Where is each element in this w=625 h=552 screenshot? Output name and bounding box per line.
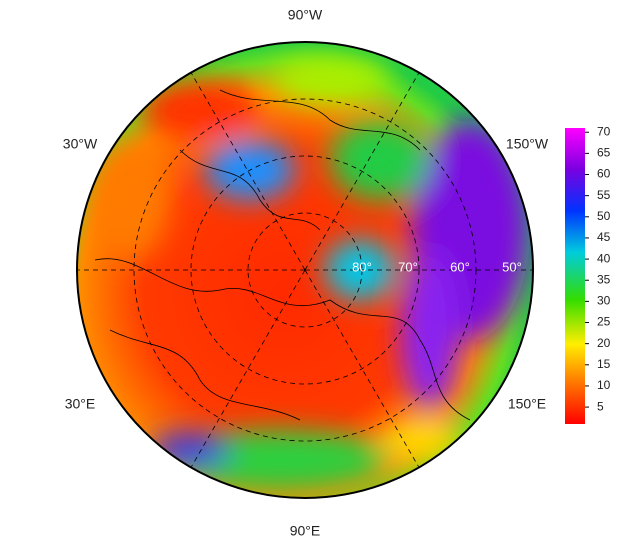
latitude-label: 60°	[450, 259, 470, 274]
longitude-label: 150°E	[508, 396, 546, 412]
longitude-label: 30°E	[65, 396, 96, 412]
colorbar-tick-label: 15	[597, 357, 611, 371]
meridian	[190, 72, 306, 271]
colorbar-tick-label: 45	[597, 230, 611, 244]
colorbar-tick-label: 10	[597, 378, 611, 392]
colorbar-tick-label: 40	[597, 251, 611, 265]
colorbar-tick-label: 30	[597, 294, 611, 308]
longitude-label: 90°E	[290, 523, 321, 539]
labels: 90°W 150°W 150°E 90°E 30°E 30°W 80° 70° 60° 50° 5 1…	[63, 7, 611, 539]
colorbar-tick-label: 60	[597, 167, 611, 181]
colorbar-tick-label: 70	[597, 124, 611, 138]
graticule	[77, 72, 533, 468]
latitude-label: 80°	[352, 259, 372, 274]
colorbar-tick-label: 55	[597, 188, 611, 202]
latitude-circle	[190, 155, 420, 385]
longitude-label: 150°W	[506, 136, 549, 152]
colorbar-tick-label: 65	[597, 146, 611, 160]
longitude-label: 90°W	[288, 7, 323, 23]
colorbar-tick-label: 35	[597, 272, 611, 286]
meridian	[304, 72, 420, 271]
colorbar-tick-label: 25	[597, 315, 611, 329]
colorbar-tick-label: 5	[597, 399, 604, 413]
latitude-label: 70°	[398, 259, 418, 274]
latitude-label: 50°	[502, 259, 522, 274]
longitude-label: 30°W	[63, 136, 98, 152]
colorbar-tick-label: 50	[597, 209, 611, 223]
meridian	[304, 269, 420, 468]
map-border	[76, 41, 534, 499]
colorbar	[565, 128, 585, 424]
meridian	[190, 269, 306, 468]
colorbar-tick-label: 20	[597, 336, 611, 350]
